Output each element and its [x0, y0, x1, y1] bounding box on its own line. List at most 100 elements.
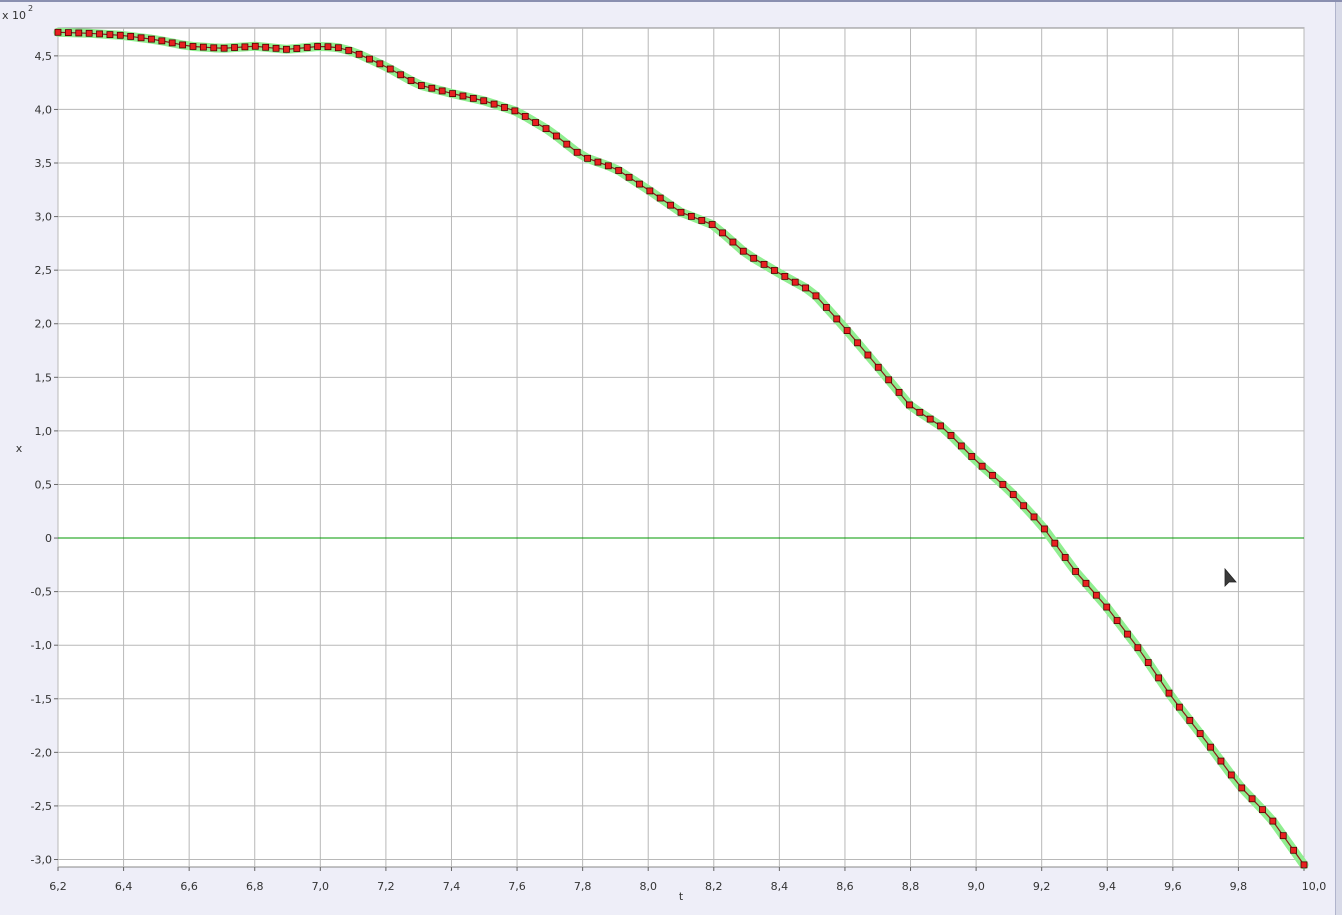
data-point[interactable]	[1051, 539, 1059, 547]
data-point[interactable]	[687, 212, 695, 220]
data-point[interactable]	[366, 55, 373, 63]
data-point[interactable]	[563, 140, 571, 148]
data-point[interactable]	[1134, 644, 1142, 652]
data-point[interactable]	[833, 315, 841, 323]
data-point[interactable]	[1020, 502, 1028, 510]
data-point[interactable]	[812, 292, 820, 300]
data-point[interactable]	[1155, 674, 1163, 682]
data-point[interactable]	[1030, 513, 1038, 521]
data-point[interactable]	[604, 162, 612, 170]
data-point[interactable]	[573, 148, 581, 156]
data-point[interactable]	[1248, 795, 1256, 803]
data-point[interactable]	[210, 44, 218, 52]
data-point[interactable]	[490, 100, 498, 108]
data-point[interactable]	[771, 267, 778, 274]
data-point[interactable]	[137, 34, 145, 42]
data-point[interactable]	[376, 60, 384, 68]
data-point[interactable]	[719, 229, 726, 237]
data-point[interactable]	[334, 44, 342, 52]
data-point[interactable]	[1227, 771, 1235, 779]
data-point[interactable]	[85, 29, 93, 37]
data-point[interactable]	[1113, 617, 1121, 624]
data-point[interactable]	[1103, 603, 1111, 611]
data-point[interactable]	[251, 42, 259, 50]
data-point[interactable]	[781, 273, 789, 280]
data-point[interactable]	[968, 453, 976, 460]
data-point[interactable]	[885, 376, 893, 384]
data-point[interactable]	[449, 90, 456, 98]
data-point[interactable]	[989, 471, 996, 479]
data-point[interactable]	[1269, 817, 1277, 825]
data-point[interactable]	[1279, 832, 1287, 840]
data-point[interactable]	[241, 43, 249, 51]
data-point[interactable]	[999, 481, 1007, 488]
data-point[interactable]	[511, 107, 519, 115]
data-point[interactable]	[729, 238, 737, 246]
right-scroll-strip[interactable]	[1335, 2, 1342, 915]
data-point[interactable]	[636, 180, 643, 188]
data-point[interactable]	[791, 278, 799, 286]
data-point[interactable]	[947, 432, 955, 439]
data-point[interactable]	[864, 351, 872, 359]
data-point[interactable]	[469, 94, 477, 102]
data-point[interactable]	[64, 29, 72, 37]
plot-area[interactable]	[57, 27, 1305, 868]
data-point[interactable]	[262, 43, 270, 51]
data-point[interactable]	[584, 154, 591, 162]
data-point[interactable]	[438, 87, 446, 95]
data-point[interactable]	[906, 401, 913, 409]
data-point[interactable]	[957, 442, 965, 450]
data-point[interactable]	[345, 47, 353, 54]
data-point[interactable]	[1186, 716, 1194, 724]
data-point[interactable]	[1061, 554, 1069, 561]
data-point[interactable]	[1144, 659, 1152, 667]
data-point[interactable]	[708, 221, 716, 228]
data-point[interactable]	[1300, 861, 1308, 869]
data-point[interactable]	[116, 31, 124, 39]
data-point[interactable]	[874, 363, 882, 371]
data-point[interactable]	[802, 284, 809, 292]
data-point[interactable]	[179, 41, 187, 49]
data-point[interactable]	[739, 247, 747, 255]
data-point[interactable]	[646, 187, 654, 195]
data-point[interactable]	[1290, 846, 1298, 854]
data-point[interactable]	[54, 28, 62, 36]
data-point[interactable]	[760, 260, 768, 268]
data-point[interactable]	[386, 65, 394, 73]
data-point[interactable]	[272, 44, 280, 52]
data-point[interactable]	[324, 43, 332, 51]
data-point[interactable]	[1124, 630, 1131, 638]
data-point[interactable]	[459, 92, 467, 100]
data-point[interactable]	[532, 119, 540, 126]
data-point[interactable]	[158, 37, 166, 45]
data-point[interactable]	[283, 45, 290, 53]
data-point[interactable]	[553, 132, 560, 140]
data-point[interactable]	[1009, 491, 1017, 498]
data-point[interactable]	[501, 104, 508, 111]
data-point[interactable]	[199, 43, 207, 51]
data-point[interactable]	[698, 217, 706, 224]
data-point[interactable]	[1217, 757, 1225, 765]
data-point[interactable]	[1072, 568, 1079, 575]
data-point[interactable]	[1176, 703, 1183, 711]
data-point[interactable]	[428, 84, 436, 92]
data-point[interactable]	[75, 29, 83, 37]
data-point[interactable]	[916, 408, 924, 416]
data-point[interactable]	[96, 30, 103, 38]
data-point[interactable]	[895, 388, 903, 396]
data-point[interactable]	[521, 113, 529, 120]
data-point[interactable]	[625, 173, 633, 181]
data-point[interactable]	[314, 43, 321, 50]
data-point[interactable]	[303, 44, 311, 51]
data-point[interactable]	[293, 45, 301, 52]
data-point[interactable]	[189, 43, 197, 50]
data-point[interactable]	[1196, 730, 1204, 737]
data-point[interactable]	[667, 201, 675, 209]
data-point[interactable]	[1238, 784, 1246, 792]
data-point[interactable]	[1092, 591, 1100, 599]
data-point[interactable]	[1082, 579, 1090, 587]
data-point[interactable]	[1165, 689, 1173, 697]
data-point[interactable]	[355, 50, 363, 58]
data-point[interactable]	[1259, 806, 1266, 814]
data-point[interactable]	[397, 71, 405, 79]
